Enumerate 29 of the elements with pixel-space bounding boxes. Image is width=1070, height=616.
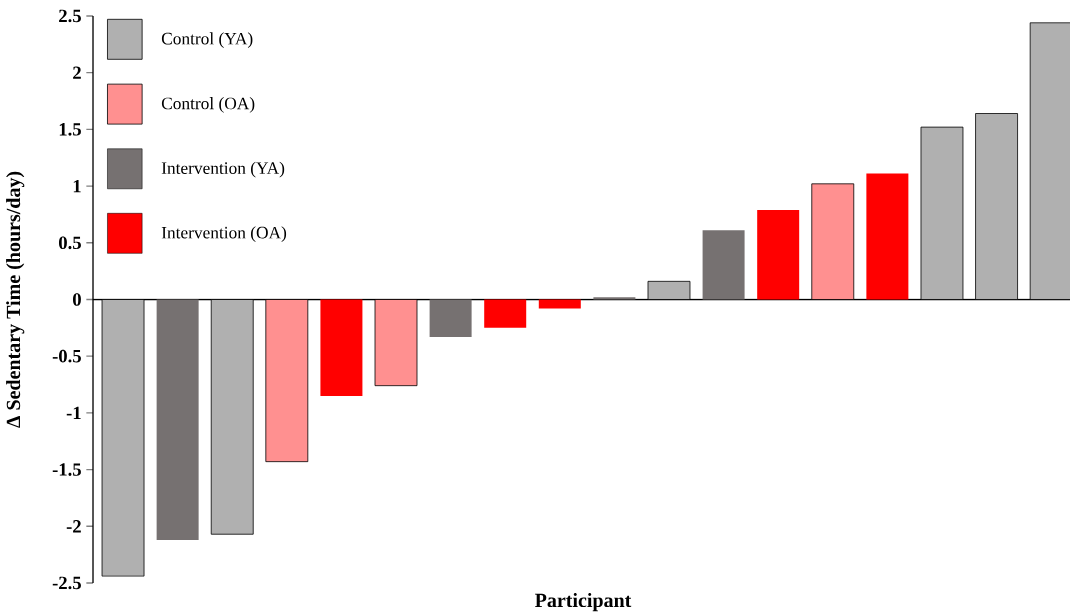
legend-label: Control (OA) xyxy=(161,97,255,113)
bar xyxy=(320,299,363,396)
bar xyxy=(866,173,909,300)
y-tick-label: 1.5 xyxy=(59,123,81,136)
bar xyxy=(101,299,145,577)
bar xyxy=(702,230,745,300)
x-axis-title: Participant xyxy=(535,593,632,612)
bar xyxy=(484,299,527,328)
y-tick-label: 1 xyxy=(73,179,81,193)
bar xyxy=(210,299,254,535)
bar xyxy=(975,113,1018,300)
y-tick-label: 2.5 xyxy=(59,9,81,23)
bar xyxy=(429,299,472,337)
y-tick-label: 0.5 xyxy=(59,236,81,250)
bar xyxy=(757,209,800,300)
y-tick-label: -2 xyxy=(66,520,81,533)
y-tick-label: 2 xyxy=(73,66,81,79)
legend-label: Control (YA) xyxy=(161,32,253,49)
legend-label: Intervention (YA) xyxy=(161,161,285,178)
y-tick-label: -2.5 xyxy=(52,576,81,590)
y-axis-title: Δ Sedentary Time (hours/day) xyxy=(6,171,25,428)
legend-label: Intervention (OA) xyxy=(161,226,287,243)
bar xyxy=(156,299,199,540)
y-tick-label: 0 xyxy=(73,293,81,306)
bar xyxy=(920,126,964,300)
y-tick-label: -0.5 xyxy=(52,349,81,363)
bar xyxy=(538,299,581,309)
y-tick-label: -1.5 xyxy=(52,463,81,476)
y-tick-label: -1 xyxy=(66,406,81,420)
